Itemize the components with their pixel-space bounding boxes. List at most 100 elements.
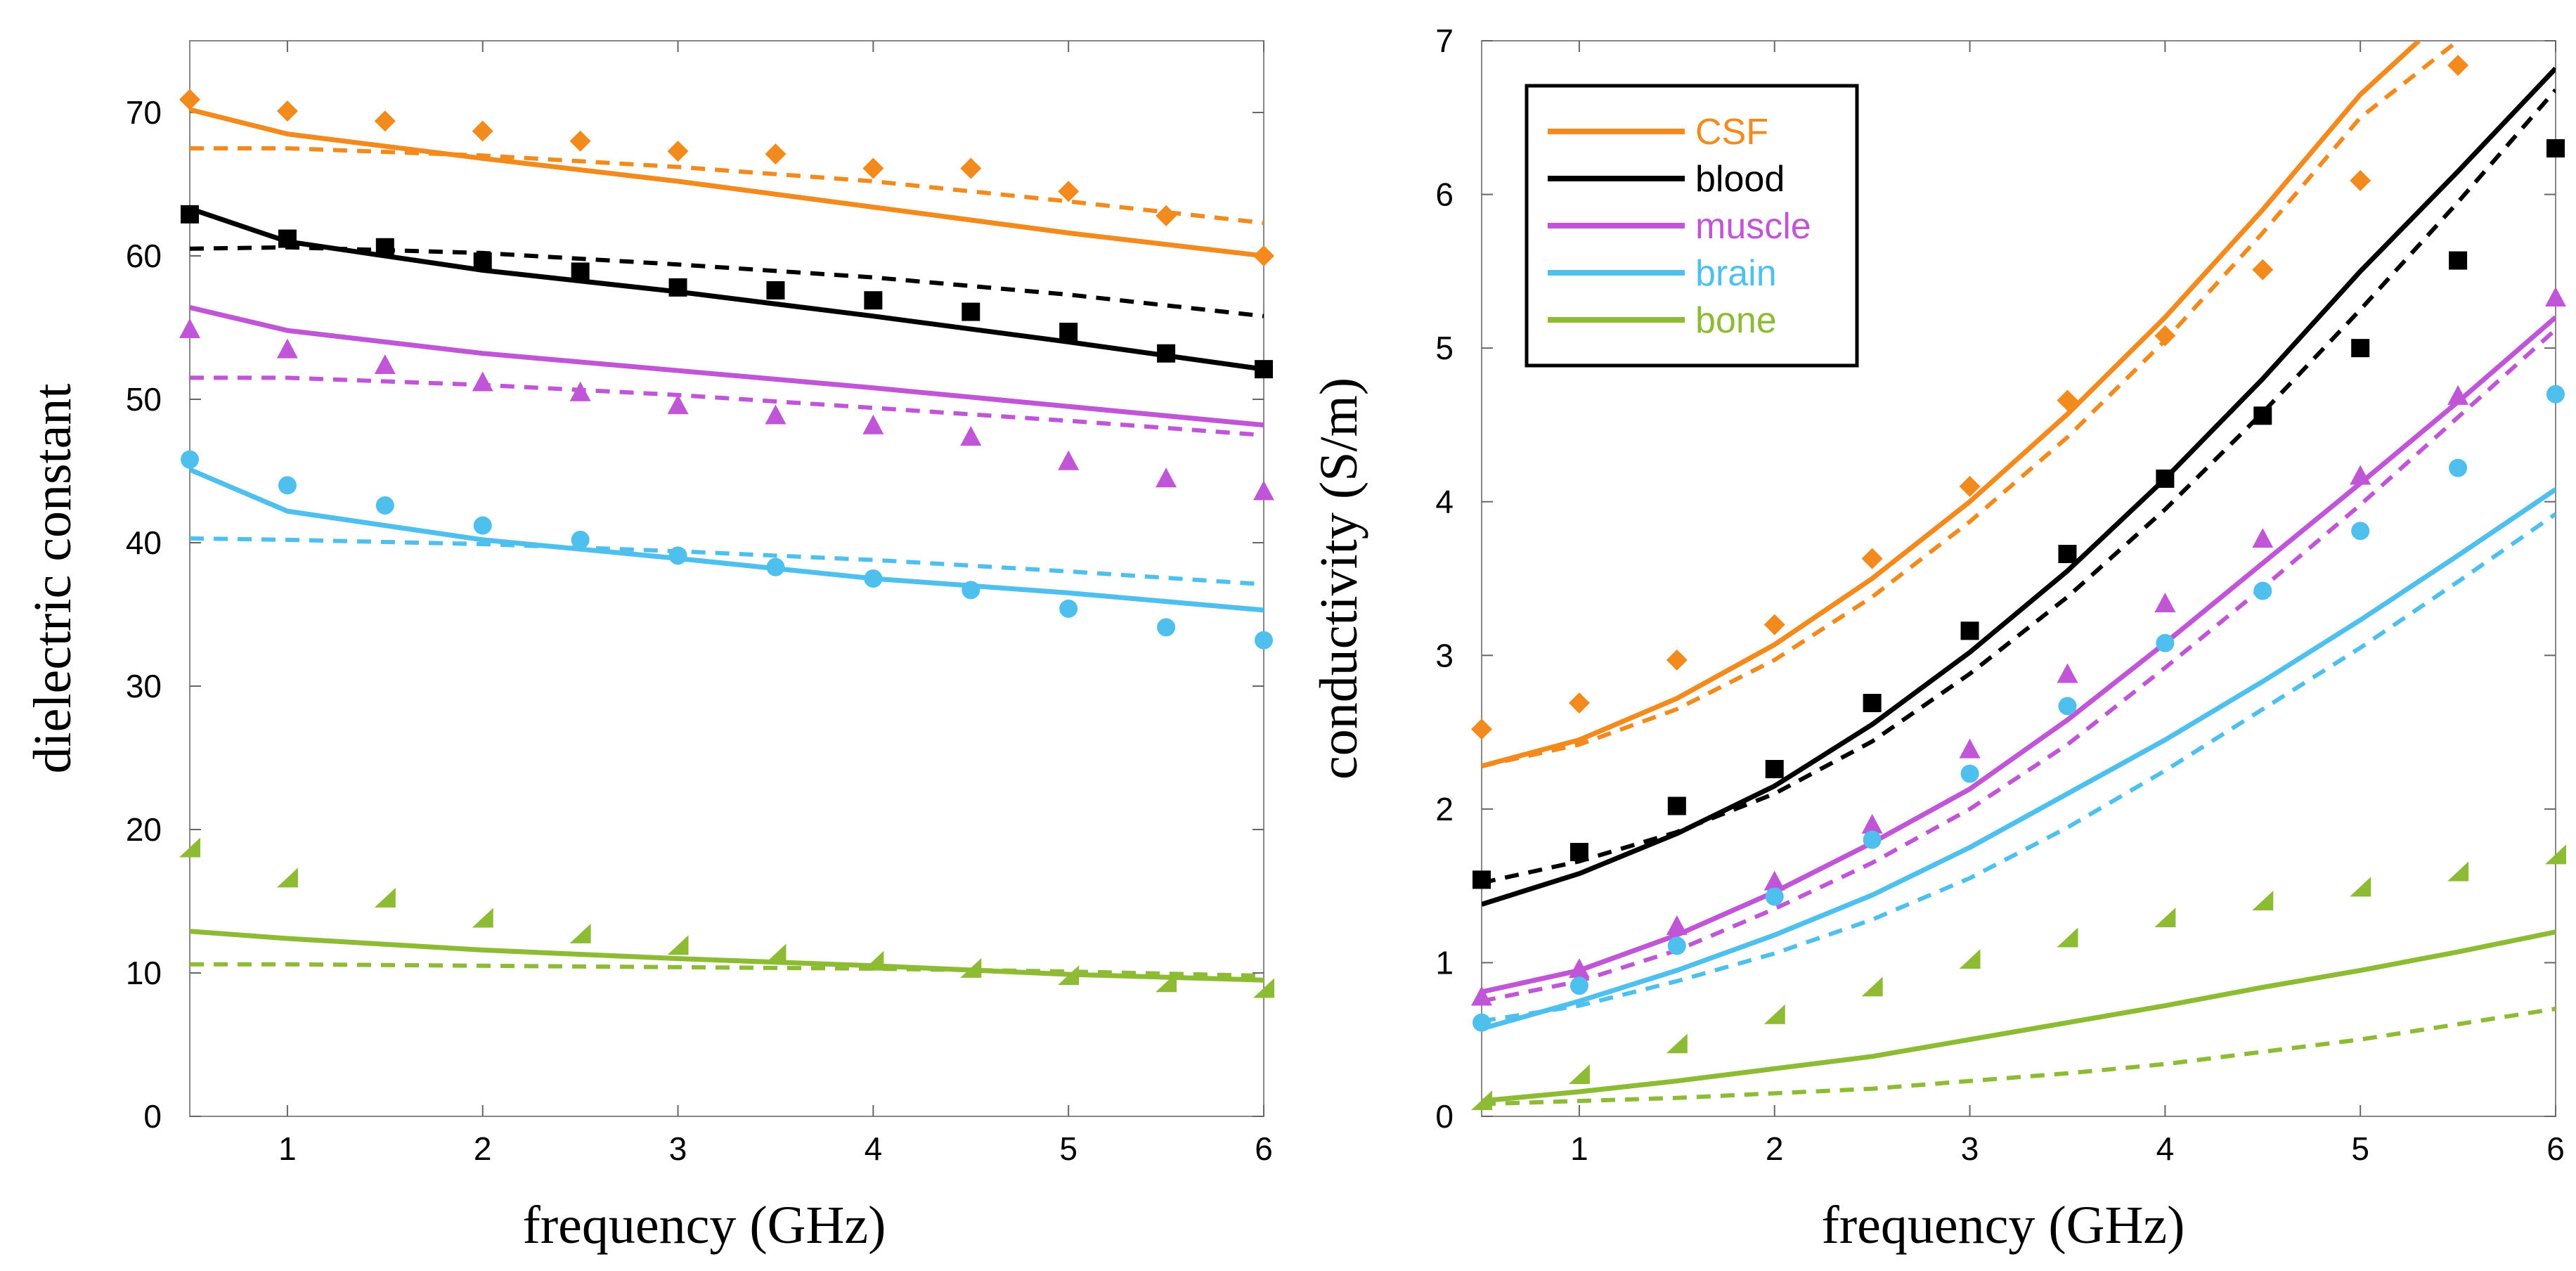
left-point-muscle xyxy=(1253,480,1274,501)
left-point-brain xyxy=(668,546,687,565)
left-point-csf xyxy=(1156,205,1177,226)
legend-label-blood: blood xyxy=(1695,159,1785,200)
right-point-csf xyxy=(2252,259,2274,280)
left-point-csf xyxy=(960,157,982,179)
left-line-dashed-muscle xyxy=(190,375,1264,437)
left-point-muscle xyxy=(276,338,298,359)
left-point-bone xyxy=(472,908,493,928)
right-point-bone xyxy=(2545,844,2566,865)
left-line-solid-blood xyxy=(190,206,1264,372)
right-point-brain xyxy=(1473,1013,1491,1032)
right-y-tick-label: 2 xyxy=(1435,791,1454,827)
left-point-blood xyxy=(278,229,297,248)
left-point-muscle xyxy=(569,381,591,401)
left-x-tick-label: 6 xyxy=(1255,1130,1273,1167)
left-line-solid-csf xyxy=(190,107,1264,259)
right-x-tick-label: 2 xyxy=(1766,1130,1784,1167)
left-point-csf xyxy=(1058,181,1080,202)
right-point-brain xyxy=(2058,697,2077,716)
right-point-blood xyxy=(2253,406,2272,425)
left-point-brain xyxy=(375,496,394,515)
right-point-csf xyxy=(1666,649,1688,671)
left-point-bone xyxy=(1253,978,1274,998)
right-point-bone xyxy=(1763,1004,1785,1024)
right-point-blood xyxy=(1863,694,1882,713)
right-point-blood xyxy=(1960,621,1979,640)
right-line-solid-muscle xyxy=(1482,315,2556,995)
left-point-muscle xyxy=(765,404,787,425)
left-point-csf xyxy=(569,130,591,152)
left-point-blood xyxy=(962,302,980,321)
left-point-brain xyxy=(473,516,492,535)
right-plot-frame xyxy=(1481,40,2556,1117)
legend-label-brain: brain xyxy=(1695,253,1777,294)
left-x-tick-label: 1 xyxy=(278,1130,297,1167)
left-point-bone xyxy=(862,950,884,971)
left-x-tick-label: 4 xyxy=(865,1130,883,1167)
right-point-blood xyxy=(2156,469,2175,488)
left-point-csf xyxy=(862,157,884,179)
left-point-blood xyxy=(473,252,492,271)
right-x-tick-label: 1 xyxy=(1570,1130,1588,1167)
right-point-brain xyxy=(1960,764,1979,783)
right-point-muscle xyxy=(2154,592,2176,612)
left-point-muscle xyxy=(1058,450,1080,470)
right-x-tick-label: 4 xyxy=(2156,1130,2175,1167)
left-point-bone xyxy=(276,867,298,888)
left-point-muscle xyxy=(862,414,884,434)
right-point-blood xyxy=(2058,545,2077,564)
right-point-brain xyxy=(2546,385,2565,404)
right-point-blood xyxy=(1667,796,1686,815)
right-point-muscle xyxy=(2350,465,2371,485)
right-point-blood xyxy=(1569,843,1588,862)
left-y-axis-label: dielectric constant xyxy=(23,384,82,774)
right-x-tick-label: 5 xyxy=(2351,1130,2369,1167)
right-point-csf xyxy=(2154,325,2176,347)
right-chart: 1 2 3 4 5 6 0 1 2 3 4 5 6 7 frequency (GHz) conductiv… xyxy=(1309,22,2566,1255)
right-line-solid-bone xyxy=(1482,929,2556,1104)
right-line-solid-csf xyxy=(1482,41,2421,769)
left-point-muscle xyxy=(472,371,493,392)
left-point-blood xyxy=(181,205,199,224)
legend: CSF blood muscle brain bone xyxy=(1525,84,1859,368)
left-point-blood xyxy=(375,238,394,257)
right-point-csf xyxy=(1959,475,1981,497)
left-y-tick-label: 20 xyxy=(126,811,162,848)
left-point-brain xyxy=(1157,618,1176,637)
right-y-tick-label: 1 xyxy=(1435,944,1454,981)
left-point-blood xyxy=(1157,344,1176,363)
left-point-blood xyxy=(1059,323,1078,342)
right-point-muscle xyxy=(1666,915,1688,935)
right-point-brain xyxy=(2351,522,2370,541)
right-point-blood xyxy=(2449,251,2468,270)
legend-label-bone: bone xyxy=(1695,300,1777,341)
left-point-csf xyxy=(765,143,787,165)
left-point-brain xyxy=(278,476,297,495)
right-line-dashed-brain xyxy=(1482,512,2556,1024)
left-point-muscle xyxy=(1156,467,1177,488)
right-line-solid-blood xyxy=(1482,66,2556,907)
right-point-bone xyxy=(1861,976,1883,997)
left-point-csf xyxy=(472,120,493,142)
right-y-axis-label: conductivity (S/m) xyxy=(1309,378,1368,780)
legend-label-csf: CSF xyxy=(1695,112,1768,153)
right-point-muscle xyxy=(1763,870,1785,891)
left-point-brain xyxy=(864,569,883,588)
legend-label-muscle: muscle xyxy=(1695,206,1811,247)
left-point-bone xyxy=(179,837,200,858)
left-x-tick-label: 3 xyxy=(669,1130,687,1167)
right-point-csf xyxy=(2447,54,2469,76)
left-line-dashed-bone xyxy=(190,962,1264,979)
left-point-csf xyxy=(276,100,298,122)
left-series xyxy=(179,89,1274,998)
left-y-tick-label: 50 xyxy=(126,381,162,418)
right-point-bone xyxy=(1568,1064,1590,1084)
left-point-brain xyxy=(181,450,199,469)
right-line-dashed-csf xyxy=(1482,41,2459,768)
right-point-bone xyxy=(1666,1033,1688,1054)
left-line-solid-bone xyxy=(190,929,1264,983)
right-point-blood xyxy=(1765,760,1784,779)
right-point-muscle xyxy=(1861,813,1883,834)
